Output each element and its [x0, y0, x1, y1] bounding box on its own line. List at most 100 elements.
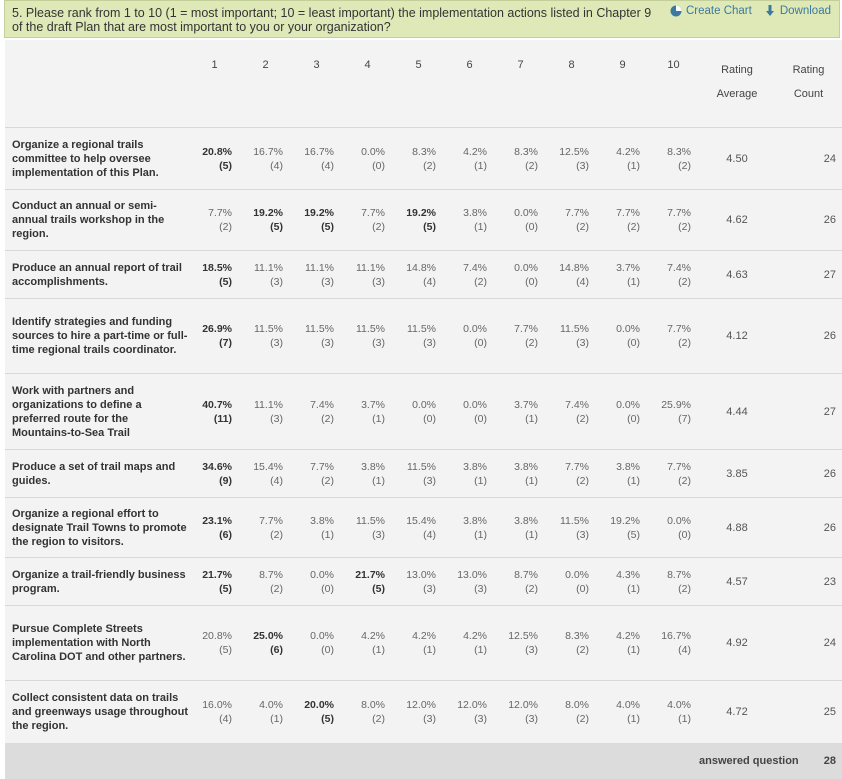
rating-average: 4.72 — [726, 705, 748, 718]
cell-percent: 7.4% — [463, 261, 487, 274]
cell-count: (0) — [627, 337, 640, 349]
cell-count: (2) — [372, 221, 385, 233]
create-chart-button[interactable]: Create Chart — [670, 5, 752, 17]
cell-percent: 4.0% — [259, 698, 283, 711]
rating-average: 3.85 — [726, 467, 748, 480]
cell-count: (2) — [576, 412, 589, 425]
rating-count: 26 — [823, 467, 836, 480]
cell-count: (5) — [219, 644, 232, 656]
cell-count: (1) — [474, 221, 487, 233]
cell-percent: 7.4% — [310, 398, 334, 411]
rank-cell: 3.8% (1) — [495, 450, 546, 498]
cell-percent: 0.0% — [412, 398, 436, 411]
rank-cell: 4.0% (1) — [597, 681, 648, 743]
rank-cell: 16.7% (4) — [291, 128, 342, 190]
cell-count: (3) — [372, 528, 385, 541]
rank-cell: 11.5% (3) — [240, 299, 291, 374]
cell-count: (4) — [270, 474, 283, 487]
rank-cell: 0.0% (0) — [393, 374, 444, 450]
rank-cell: 7.7% (2) — [240, 498, 291, 558]
answered-question-row: answered question 28 — [5, 742, 842, 779]
column-header-rank: 4 — [364, 59, 371, 71]
rank-cell: 8.0% (2) — [546, 681, 597, 743]
rank-cell: 12.0% (3) — [495, 681, 546, 743]
rank-cell: 19.2% (5) — [393, 190, 444, 251]
cell-count: (1) — [525, 412, 538, 425]
cell-percent: 11.1% — [254, 261, 283, 274]
cell-count: (3) — [372, 275, 385, 288]
cell-percent: 7.4% — [667, 261, 691, 274]
cell-percent: 11.5% — [356, 514, 385, 527]
rank-cell: 12.5% (3) — [495, 606, 546, 681]
cell-percent: 20.8% — [202, 145, 232, 158]
cell-percent: 23.1% — [202, 514, 232, 527]
rank-cell: 15.4% (4) — [393, 498, 444, 558]
cell-count: (3) — [270, 275, 283, 288]
cell-percent: 7.7% — [514, 323, 538, 335]
ranking-results-table: 1 2 3 4 5 6 7 8 9 10 Rating Average Rating Count Orga… — [5, 40, 842, 779]
cell-count: (11) — [213, 412, 232, 425]
cell-count: (3) — [321, 275, 334, 288]
cell-percent: 13.0% — [406, 568, 436, 581]
cell-percent: 11.1% — [254, 398, 283, 411]
column-header-rank: 3 — [313, 59, 320, 71]
cell-percent: 4.3% — [616, 568, 640, 581]
row-label: Organize a regional trails committee to … — [12, 138, 159, 179]
rank-cell: 25.9% (7) — [648, 374, 699, 450]
cell-percent: 0.0% — [616, 323, 640, 335]
cell-count: (1) — [270, 712, 283, 725]
rank-cell: 3.8% (1) — [597, 450, 648, 498]
rank-cell: 0.0% (0) — [444, 299, 495, 374]
cell-percent: 8.7% — [514, 568, 538, 581]
rank-cell: 3.7% (1) — [342, 374, 393, 450]
column-header-rank: 1 — [211, 59, 218, 71]
row-label: Work with partners and organizations to … — [12, 384, 142, 439]
question-header: 5. Please rank from 1 to 10 (1 = most im… — [4, 0, 840, 38]
cell-percent: 8.3% — [667, 145, 691, 158]
rank-cell: 26.9% (7) — [189, 299, 240, 374]
cell-count: (1) — [678, 712, 691, 725]
cell-percent: 4.2% — [616, 630, 640, 642]
cell-count: (2) — [678, 337, 691, 349]
rating-count: 24 — [823, 152, 836, 165]
rank-cell: 8.3% (2) — [393, 128, 444, 190]
cell-count: (1) — [627, 644, 640, 656]
cell-percent: 8.0% — [361, 698, 385, 711]
cell-percent: 12.0% — [508, 698, 538, 711]
cell-count: (5) — [219, 275, 232, 288]
answered-question-value: 28 — [775, 742, 842, 779]
rank-cell: 11.5% (3) — [393, 299, 444, 374]
cell-count: (0) — [627, 412, 640, 425]
cell-count: (2) — [678, 582, 691, 595]
column-header-rank: 9 — [619, 59, 626, 71]
rank-cell: 0.0% (0) — [495, 190, 546, 251]
table-row: Organize a trail-friendly business progr… — [5, 557, 842, 606]
cell-count: (5) — [219, 159, 232, 172]
rating-count: 27 — [823, 405, 836, 418]
cell-percent: 16.7% — [304, 145, 334, 158]
cell-percent: 7.7% — [616, 207, 640, 219]
download-button[interactable]: Download — [764, 5, 831, 17]
rank-cell: 0.0% (0) — [444, 374, 495, 450]
cell-count: (5) — [321, 712, 334, 725]
cell-count: (3) — [423, 712, 436, 725]
rank-cell: 11.1% (3) — [342, 251, 393, 299]
answered-question-label: answered question — [699, 742, 799, 779]
cell-count: (2) — [576, 221, 589, 233]
cell-percent: 7.7% — [208, 207, 232, 219]
cell-count: (1) — [627, 474, 640, 487]
cell-count: (4) — [270, 159, 283, 172]
rank-cell: 16.0% (4) — [189, 681, 240, 743]
table-row: Pursue Complete Streets implementation w… — [5, 605, 842, 681]
cell-percent: 14.8% — [559, 261, 589, 274]
rank-cell: 4.0% (1) — [648, 681, 699, 743]
row-label: Produce a set of trail maps and guides. — [12, 460, 176, 487]
rank-cell: 8.3% (2) — [546, 606, 597, 681]
rank-cell: 4.2% (1) — [597, 128, 648, 190]
cell-percent: 11.5% — [560, 514, 589, 527]
cell-count: (0) — [525, 221, 538, 233]
cell-count: (1) — [372, 474, 385, 487]
cell-count: (4) — [678, 644, 691, 656]
cell-count: (1) — [627, 275, 640, 288]
cell-count: (2) — [678, 275, 691, 288]
